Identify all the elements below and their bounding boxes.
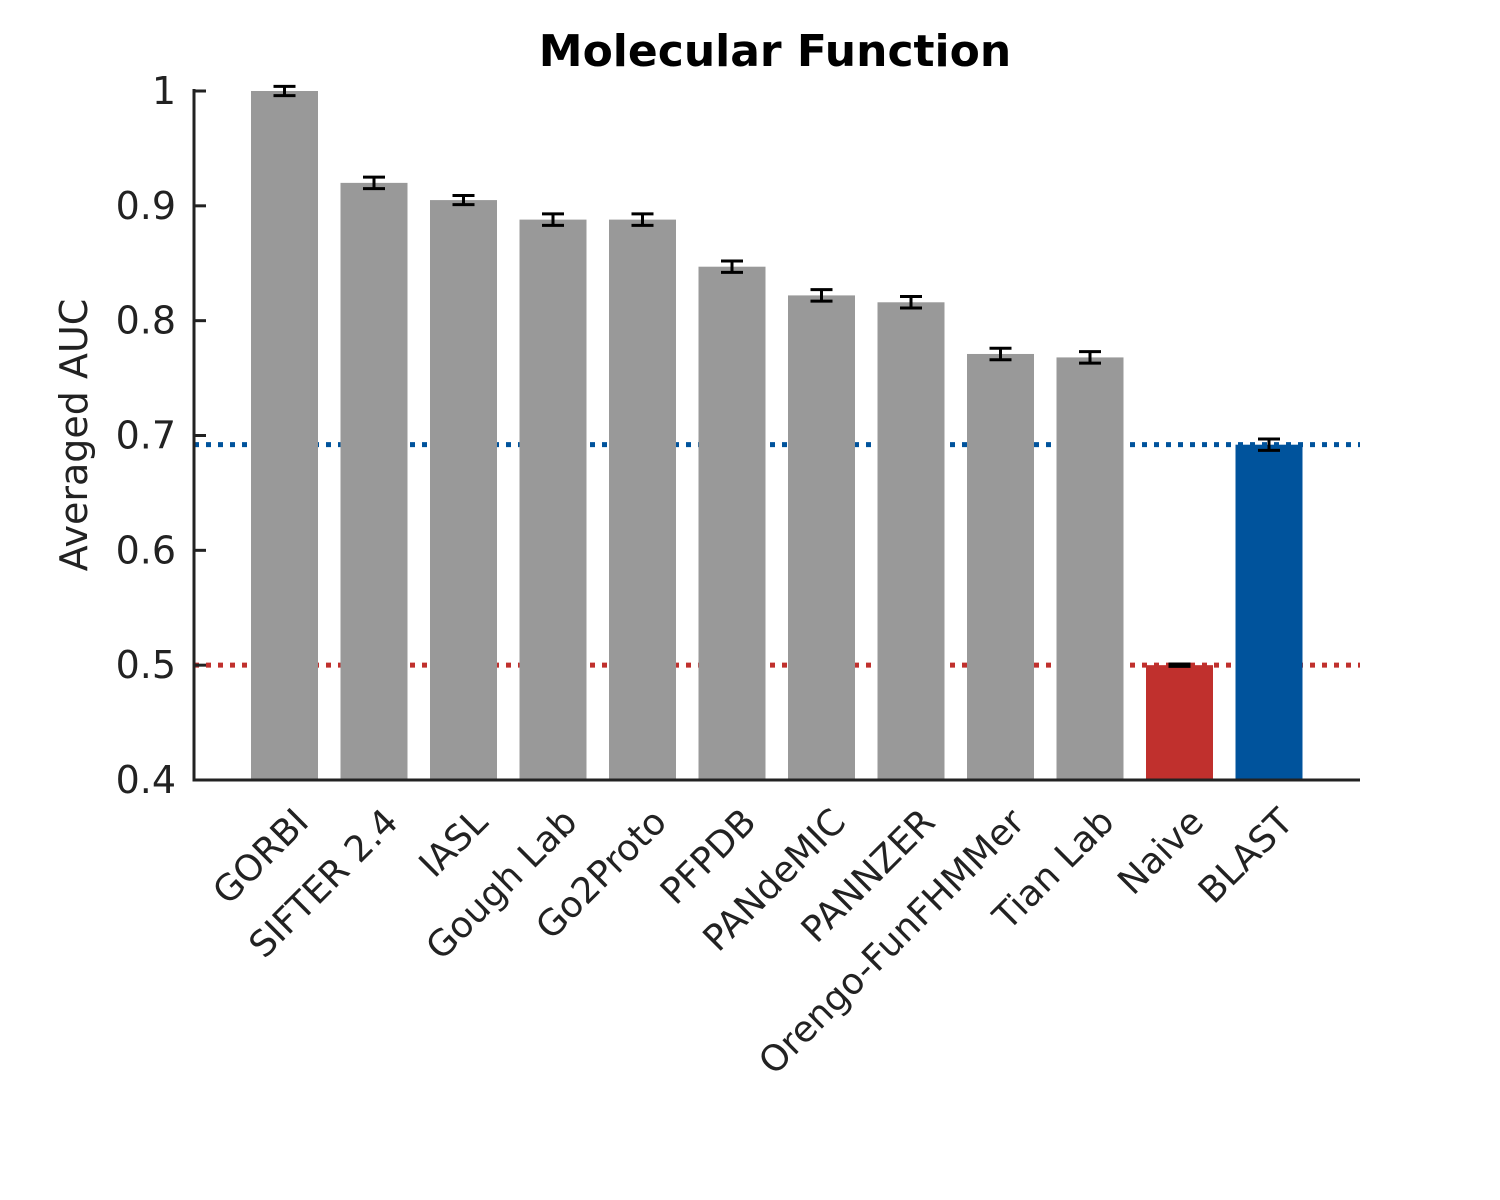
y-tick-label: 0.4 [116,758,176,802]
bar-9 [1056,357,1124,780]
error-bar-6 [810,288,833,303]
bar-3 [519,219,587,780]
y-tick-label: 0.6 [116,528,176,572]
error-bar-9 [1079,350,1101,365]
error-bar-8 [989,346,1012,362]
y-axis-label: Averaged AUC [52,299,96,572]
bars [251,91,1303,780]
bar-2 [430,200,497,780]
error-bars [273,84,1280,668]
bar-4 [609,219,676,780]
error-bar-4 [631,212,654,227]
error-bar-7 [900,295,922,310]
chart-title: Molecular Function [539,26,1011,77]
x-tick-label: BLAST [1191,801,1302,912]
y-tick-label: 0.9 [116,184,176,228]
y-tick-label: 0.7 [116,414,176,458]
y-ticks: 0.4 0.5 0.6 0.7 0.8 0.9 1 [116,69,206,802]
error-bar-3 [542,212,564,227]
error-bar-11 [1258,437,1280,452]
bar-7 [877,302,945,780]
bar-8 [967,353,1034,780]
bar-0 [251,91,318,780]
bar-6 [788,295,855,780]
bar-5 [698,266,766,780]
error-bar-1 [363,175,385,191]
bar-1 [340,182,408,780]
bar-10 [1146,665,1213,780]
bar-11 [1235,444,1303,780]
y-tick-label: 0.8 [116,299,176,343]
y-tick-label: 0.5 [116,643,176,687]
error-bar-10 [1168,662,1191,668]
y-tick-label: 1 [152,69,176,113]
x-tick-label: IASL [412,801,496,885]
error-bar-2 [452,193,475,207]
error-bar-5 [721,259,743,274]
error-bar-0 [273,84,296,98]
